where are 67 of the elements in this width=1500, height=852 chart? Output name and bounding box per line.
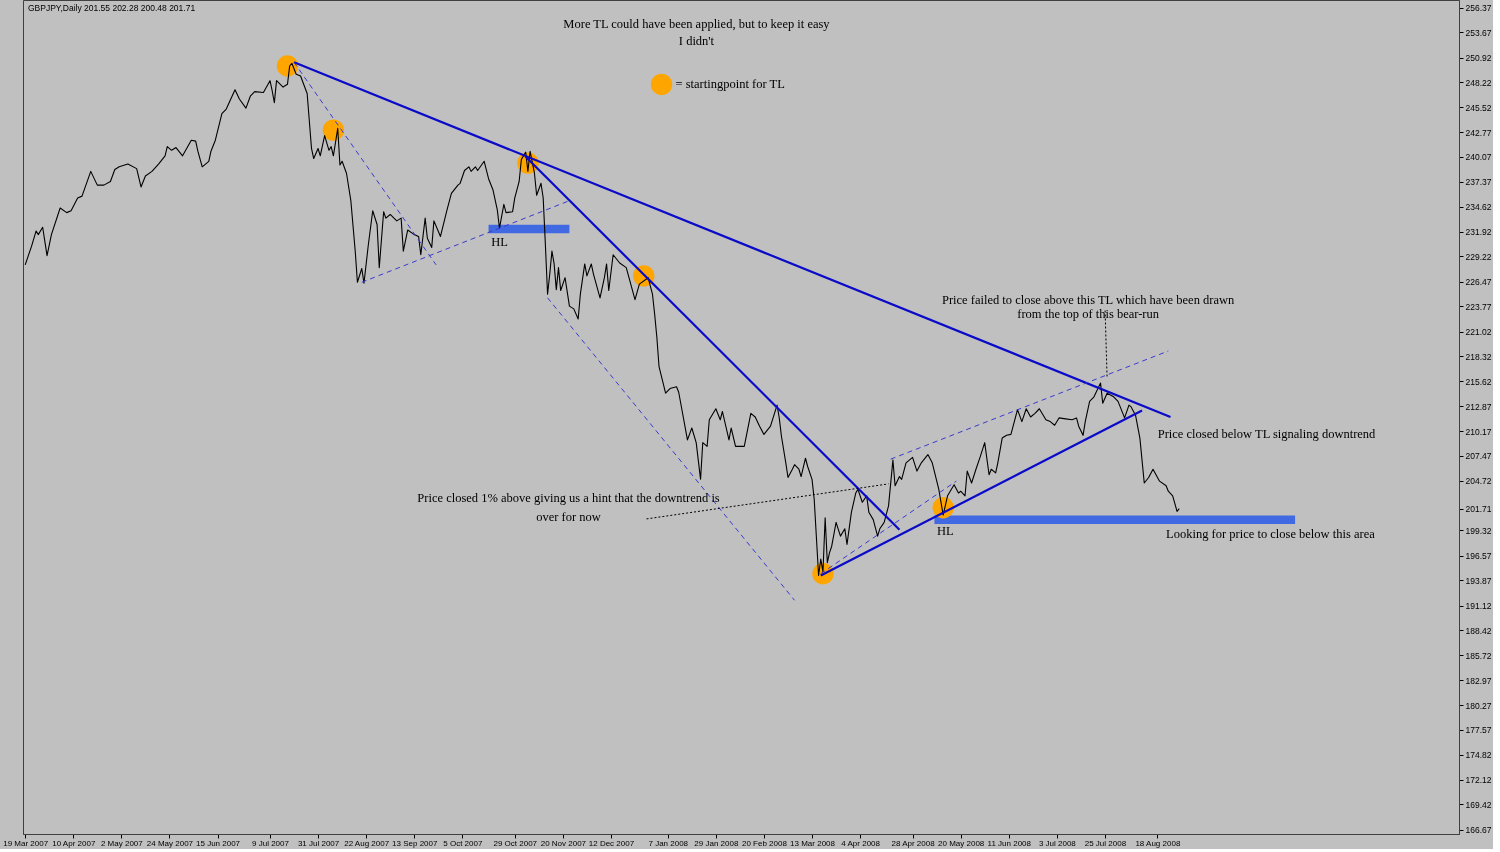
x-tick-label: 10 Apr 2007 bbox=[52, 838, 96, 848]
y-tick-label: 166.67 bbox=[1465, 825, 1492, 836]
y-tick-label: 172.12 bbox=[1465, 775, 1492, 786]
legend-label: = startingpoint for TL bbox=[675, 77, 785, 92]
x-tick-label: 19 Mar 2007 bbox=[3, 838, 49, 848]
y-tick-label: 218.32 bbox=[1465, 351, 1492, 362]
y-tick-label: 174.82 bbox=[1465, 750, 1492, 761]
y-tick-label: 248.22 bbox=[1465, 77, 1492, 88]
y-tick-label: 185.72 bbox=[1465, 650, 1492, 661]
y-tick-label: 210.17 bbox=[1465, 426, 1492, 437]
y-tick-label: 226.47 bbox=[1465, 277, 1492, 288]
y-tick-label: 223.77 bbox=[1465, 301, 1492, 312]
y-tick-label: 212.87 bbox=[1465, 401, 1492, 412]
x-tick-label: 24 May 2007 bbox=[146, 838, 194, 848]
x-tick-label: 15 Jun 2007 bbox=[196, 838, 241, 848]
x-tick-label: 13 Mar 2008 bbox=[790, 838, 836, 848]
y-tick-label: 188.42 bbox=[1465, 625, 1492, 636]
x-tick-label: 11 Jun 2008 bbox=[987, 838, 1032, 848]
y-tick-label: 234.62 bbox=[1465, 202, 1492, 213]
x-tick-label: 20 May 2008 bbox=[938, 838, 985, 848]
y-tick-label: 204.72 bbox=[1465, 476, 1492, 487]
y-tick-label: 215.62 bbox=[1465, 376, 1492, 387]
annotation: More TL could have been applied, but to keep it easy I didn't bbox=[563, 16, 831, 48]
x-tick-label: 25 Jul 2008 bbox=[1084, 838, 1127, 848]
y-tick-label: 237.37 bbox=[1465, 177, 1492, 188]
y-tick-label: 177.57 bbox=[1465, 725, 1492, 736]
annotation: HL bbox=[491, 234, 508, 249]
y-tick-label: 229.22 bbox=[1465, 251, 1492, 262]
y-tick-label: 242.77 bbox=[1465, 127, 1492, 138]
y-tick-label: 250.92 bbox=[1465, 53, 1492, 64]
x-tick-label: 29 Jan 2008 bbox=[694, 838, 739, 848]
x-tick-label: 13 Sep 2007 bbox=[392, 838, 438, 848]
x-tick-label: 20 Nov 2007 bbox=[540, 838, 587, 848]
x-tick-label: 2 May 2007 bbox=[100, 838, 144, 848]
x-tick-label: 29 Oct 2007 bbox=[493, 838, 538, 848]
annotation: Price closed below TL signaling downtrend bbox=[1157, 427, 1377, 442]
y-tick-label: 199.32 bbox=[1465, 525, 1492, 536]
y-tick-label: 169.42 bbox=[1465, 799, 1492, 810]
x-tick-label: 18 Aug 2008 bbox=[1135, 838, 1181, 848]
y-tick-label: 256.37 bbox=[1465, 3, 1492, 14]
y-tick-label: 231.92 bbox=[1465, 227, 1492, 238]
x-tick-label: 22 Aug 2007 bbox=[344, 838, 390, 848]
y-tick-label: 182.97 bbox=[1465, 675, 1492, 686]
y-tick-label: 240.07 bbox=[1465, 152, 1492, 163]
y-tick-label: 253.67 bbox=[1465, 27, 1492, 38]
annotation: Price closed 1% above giving us a hint that the downtrend is over for now bbox=[417, 490, 720, 524]
annotation: Price failed to close above this TL which have been drawn from the top of this bear-run bbox=[941, 292, 1235, 321]
annotation: Looking for price to close below this area bbox=[1166, 527, 1376, 542]
x-tick-label: 31 Jul 2007 bbox=[297, 838, 340, 848]
x-tick-label: 4 Apr 2008 bbox=[841, 838, 881, 848]
x-tick-label: 9 Jul 2007 bbox=[252, 838, 290, 848]
y-tick-label: 180.27 bbox=[1465, 700, 1492, 711]
x-tick-label: 3 Jul 2008 bbox=[1038, 838, 1077, 848]
chart-title: GBPJPY,Daily 201.55 202.28 200.48 201.71 bbox=[28, 3, 196, 13]
x-tick-label: 7 Jan 2008 bbox=[648, 838, 689, 848]
y-tick-label: 191.12 bbox=[1465, 601, 1492, 612]
y-tick-label: 201.71 bbox=[1465, 504, 1492, 515]
x-tick-label: 28 Apr 2008 bbox=[891, 838, 936, 848]
x-tick-label: 12 Dec 2007 bbox=[588, 838, 635, 848]
y-tick-label: 207.47 bbox=[1465, 451, 1492, 462]
y-tick-label: 221.02 bbox=[1465, 327, 1492, 338]
y-tick-label: 245.52 bbox=[1465, 102, 1492, 113]
y-tick-label: 196.57 bbox=[1465, 551, 1492, 562]
y-tick-label: 193.87 bbox=[1465, 575, 1492, 586]
annotation: HL bbox=[937, 524, 954, 539]
x-tick-label: 5 Oct 2007 bbox=[443, 838, 483, 848]
x-tick-label: 20 Feb 2008 bbox=[741, 838, 788, 848]
